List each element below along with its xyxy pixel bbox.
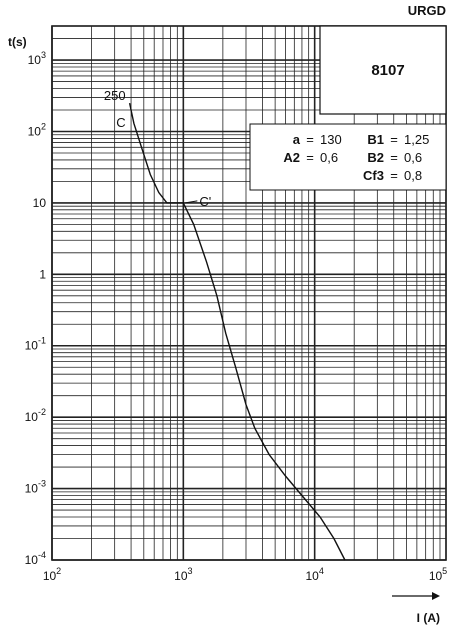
y-tick-label: 1	[39, 267, 46, 281]
code-box	[319, 25, 447, 115]
grid	[51, 25, 447, 561]
y-tick-label: 10	[33, 196, 47, 210]
x-tick-label: 105	[429, 566, 447, 583]
param-value2: 0,8	[404, 168, 422, 183]
annotation-label: C	[116, 115, 125, 130]
annotations: 250 C C'	[104, 88, 211, 209]
param-key2: Cf3	[363, 168, 384, 183]
param-value2: 0,6	[404, 150, 422, 165]
param-key: a	[293, 132, 301, 147]
x-axis-arrow	[392, 592, 440, 600]
param-eq: =	[306, 132, 314, 147]
x-axis-label: I (A)	[417, 611, 440, 625]
y-tick-label: 103	[28, 50, 46, 67]
x-tick-label: 104	[305, 566, 323, 583]
param-eq: =	[306, 150, 314, 165]
brand-label: URGD	[408, 3, 446, 18]
series-line	[128, 102, 346, 561]
param-key2: B1	[367, 132, 384, 147]
code-label: 8107	[371, 62, 404, 79]
param-key: A2	[283, 150, 300, 165]
param-value: 0,6	[320, 150, 338, 165]
annotation-label: C'	[199, 194, 211, 209]
x-tick-label: 103	[174, 566, 192, 583]
y-tick-label: 10-2	[25, 407, 46, 424]
y-axis-label: t(s)	[8, 35, 27, 49]
y-tick-label: 10-3	[25, 479, 46, 496]
annotation-label: 250	[104, 88, 126, 103]
x-tick-labels: 102 103 104 105	[43, 566, 447, 583]
annotation-leader	[185, 200, 198, 204]
y-tick-label: 10-1	[25, 336, 46, 353]
y-tick-label: 102	[28, 121, 46, 138]
param-eq2: =	[390, 132, 398, 147]
param-value2: 1,25	[404, 132, 429, 147]
param-value: 130	[320, 132, 342, 147]
curve-series	[128, 102, 346, 561]
x-tick-label: 102	[43, 566, 61, 583]
params-box	[249, 123, 447, 191]
info-box: 8107 a = 130 B1 = 1,25 A2 = 0,6 B2 = 0,6 Cf3 = 0,8	[249, 25, 447, 191]
param-eq2: =	[390, 150, 398, 165]
y-tick-label: 10-4	[25, 550, 46, 567]
param-key2: B2	[367, 150, 384, 165]
param-eq2: =	[390, 168, 398, 183]
